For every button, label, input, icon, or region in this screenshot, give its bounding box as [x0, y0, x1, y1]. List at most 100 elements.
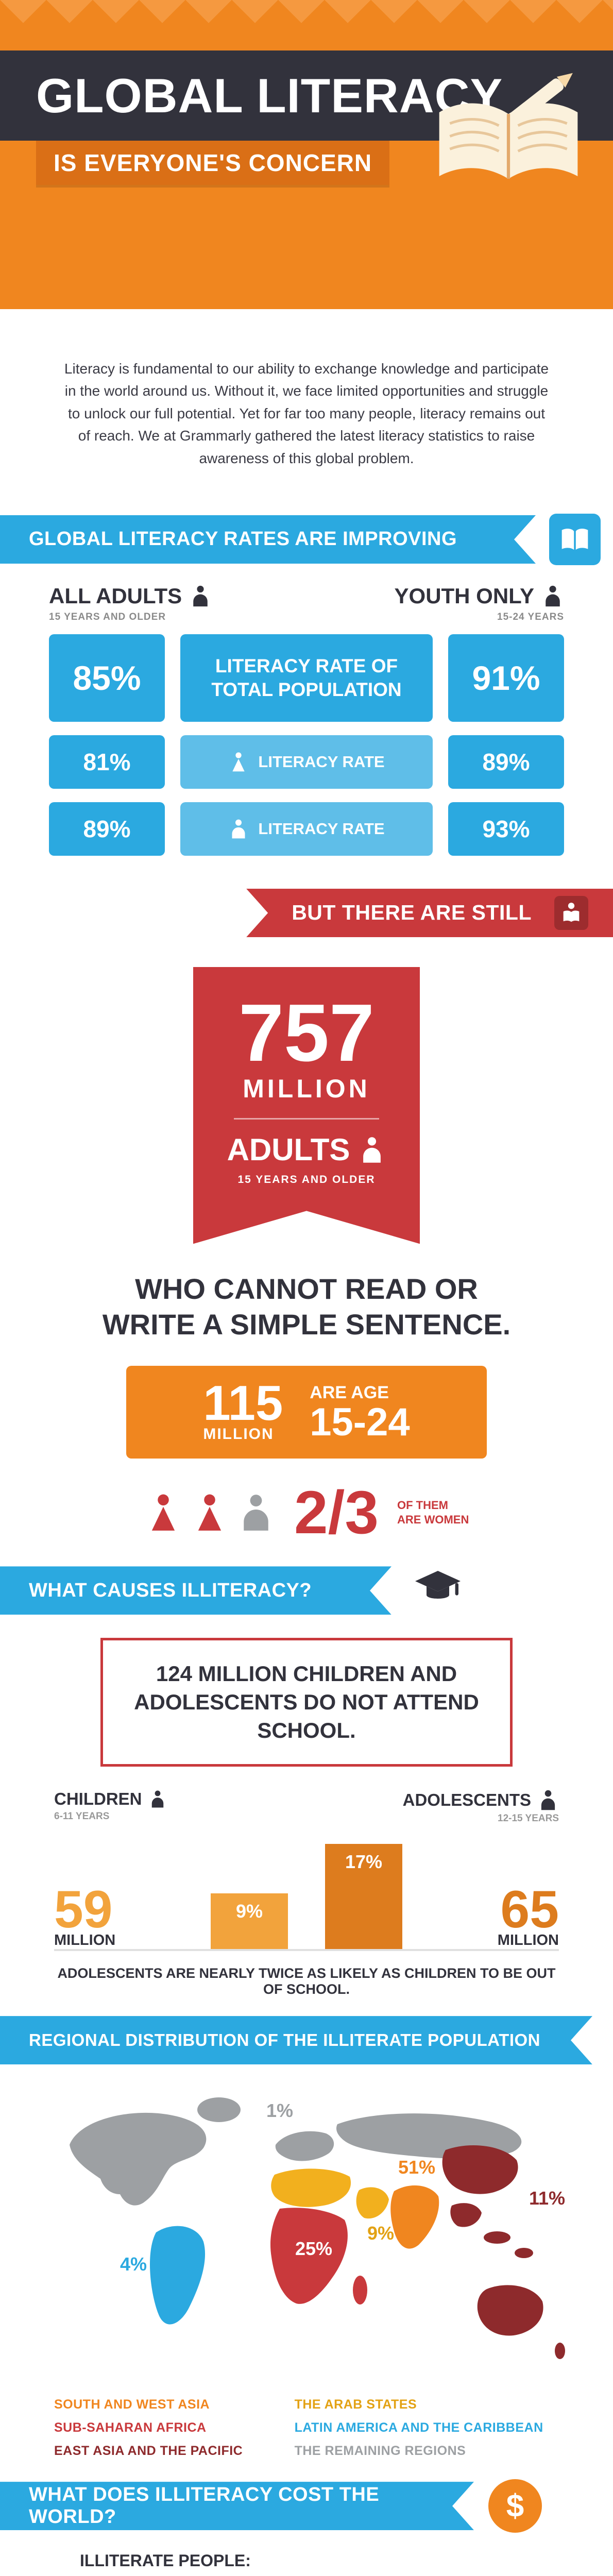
- map-label-south-west-asia: 51%: [398, 2157, 435, 2178]
- total-rate-youth: 91%: [448, 634, 564, 722]
- rates-heads: ALL ADULTS 15 YEARS AND OLDER YOUTH ONLY…: [49, 584, 564, 623]
- section-banner-row-regions: REGIONAL DISTRIBUTION OF THE ILLITERATE …: [0, 2016, 613, 2064]
- man-icon: [236, 1491, 276, 1534]
- woman-icon: [144, 1491, 183, 1534]
- banner-text: BUT THERE ARE STILL: [292, 901, 532, 925]
- total-rate-label: LITERACY RATE OF TOTAL POPULATION: [180, 634, 433, 722]
- all-adults-label: ALL ADULTS: [49, 583, 182, 608]
- youth-only-head: YOUTH ONLY 15-24 YEARS: [395, 584, 564, 623]
- person-icon: [189, 585, 212, 607]
- female-rate-youth: 89%: [448, 735, 564, 789]
- adolescents-count: 65: [500, 1880, 559, 1939]
- male-rate-youth: 93%: [448, 802, 564, 856]
- adolescents-bar: 17%: [325, 1844, 402, 1950]
- section-banner-but-there-are-still: BUT THERE ARE STILL: [246, 888, 613, 937]
- person-icon: [537, 1789, 559, 1811]
- youth-only-label: YOUTH ONLY: [394, 583, 534, 608]
- dollar-glyph: $: [506, 2488, 524, 2524]
- map-label-east-asia: 11%: [529, 2188, 565, 2209]
- banner-text: REGIONAL DISTRIBUTION OF THE ILLITERATE …: [29, 2030, 540, 2050]
- all-adults-sub: 15 YEARS AND OLDER: [49, 611, 166, 622]
- legend-east-asia-pacific: EAST ASIA AND THE PACIFIC: [54, 2444, 243, 2459]
- cost-block: ILLITERATE PEOPLE: EARN UP TO 42% LESS T…: [80, 2551, 533, 2576]
- title-band: GLOBAL LITERACY: [0, 50, 613, 141]
- divider: [234, 1118, 379, 1120]
- women-fraction-label: OF THEM ARE WOMEN: [397, 1498, 469, 1527]
- reader-icon: [554, 895, 588, 930]
- section-banner-row-rates: GLOBAL LITERACY RATES ARE IMPROVING: [0, 513, 613, 565]
- adolescents-side: ADOLESCENTS 12-15 YEARS 65 MILLION: [403, 1789, 559, 1949]
- page-title: GLOBAL LITERACY: [36, 68, 503, 123]
- youth-illiterate-box: 115 MILLION ARE AGE 15-24: [126, 1365, 487, 1459]
- children-count: 59: [54, 1880, 113, 1939]
- map-label-remaining: 1%: [266, 2100, 293, 2121]
- children-label: CHILDREN: [54, 1789, 142, 1809]
- women-share-row: 2/3 OF THEM ARE WOMEN: [0, 1482, 613, 1543]
- banner-text: WHAT DOES ILLITERACY COST THE WORLD?: [29, 2484, 380, 2528]
- children-sub: 6-11 YEARS: [54, 1811, 110, 1822]
- male-rate-adults: 89%: [49, 802, 165, 856]
- woman-icon: [190, 1491, 229, 1534]
- header: GLOBAL LITERACY IS EVERYONE'S CONCERN: [0, 0, 613, 309]
- legend-south-west-asia: SOUTH AND WEST ASIA: [54, 2397, 210, 2412]
- person-icon: [541, 585, 564, 607]
- section-banner-row-causes: WHAT CAUSES ILLITERACY?: [0, 1566, 613, 1615]
- youth-illiterate-unit: MILLION: [203, 1426, 274, 1443]
- rates-grid: 85% LITERACY RATE OF TOTAL POPULATION 91…: [49, 634, 564, 856]
- youth-age-lead: ARE AGE: [310, 1382, 389, 1402]
- total-rate-adults: 85%: [49, 634, 165, 722]
- chart-caption: ADOLESCENTS ARE NEARLY TWICE AS LIKELY A…: [57, 1965, 556, 1997]
- illiterate-adults-number: 757: [239, 987, 374, 1078]
- children-bar-pct: 9%: [235, 1901, 263, 1922]
- child-icon: [148, 1790, 167, 1808]
- map-label-arab-states: 9%: [367, 2223, 394, 2244]
- illiterate-adults-flag: 757 MILLION ADULTS 15 YEARS AND OLDER: [193, 967, 420, 1244]
- cannot-read-statement: WHO CANNOT READ OR WRITE A SIMPLE SENTEN…: [102, 1273, 511, 1341]
- male-icon: [228, 819, 249, 839]
- intro-paragraph: Literacy is fundamental to our ability t…: [64, 361, 549, 466]
- section-banner-regions: REGIONAL DISTRIBUTION OF THE ILLITERATE …: [0, 2016, 592, 2064]
- children-count-unit: MILLION: [54, 1932, 116, 1949]
- map-legend: SOUTH AND WEST ASIA SUB-SAHARAN AFRICA E…: [54, 2397, 559, 2459]
- women-fraction: 2/3: [294, 1479, 379, 1547]
- banner-text: WHAT CAUSES ILLITERACY?: [29, 1579, 312, 1601]
- map-label-latin-america: 4%: [120, 2253, 147, 2275]
- page-subtitle: IS EVERYONE'S CONCERN: [36, 141, 390, 185]
- children-side: CHILDREN 6-11 YEARS 59 MILLION: [54, 1789, 183, 1949]
- zigzag-pattern: [0, 0, 613, 46]
- female-rate-adults: 81%: [49, 735, 165, 789]
- adolescents-sub: 12-15 YEARS: [498, 1813, 559, 1824]
- youth-age-range: 15-24: [310, 1400, 410, 1444]
- legend-latin-america: LATIN AMERICA AND THE CARIBBEAN: [294, 2420, 543, 2435]
- youth-illiterate-number: 115: [203, 1375, 283, 1431]
- person-icon: [358, 1136, 386, 1164]
- male-rate-box: LITERACY RATE: [180, 802, 433, 856]
- graduation-cap-icon: [407, 1566, 469, 1615]
- people-icons: [144, 1491, 276, 1534]
- world-map: 1% 51% 11% 25% 9% 4%: [33, 2083, 580, 2392]
- adolescents-label: ADOLESCENTS: [402, 1790, 531, 1810]
- adolescents-count-unit: MILLION: [497, 1932, 559, 1949]
- cost-lead: ILLITERATE PEOPLE:: [80, 2551, 251, 2570]
- section-banner-row-cost: WHAT DOES ILLITERACY COST THE WORLD? $: [0, 2479, 613, 2533]
- female-rate-box: LITERACY RATE: [180, 735, 433, 789]
- legend-remaining-regions: THE REMAINING REGIONS: [294, 2444, 466, 2459]
- youth-only-sub: 15-24 YEARS: [497, 611, 564, 622]
- open-book-icon: [549, 513, 601, 565]
- section-banner-global-rates: GLOBAL LITERACY RATES ARE IMPROVING: [0, 515, 536, 564]
- open-book-pencil-icon: [439, 73, 578, 179]
- female-rate-label: LITERACY RATE: [258, 752, 385, 771]
- section-banner-cost: WHAT DOES ILLITERACY COST THE WORLD?: [0, 2482, 474, 2530]
- all-adults-head: ALL ADULTS 15 YEARS AND OLDER: [49, 584, 212, 623]
- female-icon: [228, 752, 249, 772]
- illiterate-adults-unit: MILLION: [243, 1074, 370, 1104]
- legend-arab-states: THE ARAB STATES: [294, 2397, 417, 2412]
- world-map-svg: 1% 51% 11% 25% 9% 4%: [70, 2097, 565, 2360]
- banner-text: GLOBAL LITERACY RATES ARE IMPROVING: [29, 528, 457, 550]
- map-label-sub-saharan: 25%: [295, 2238, 332, 2259]
- male-rate-label: LITERACY RATE: [258, 819, 385, 838]
- dollar-circle-icon: $: [488, 2479, 542, 2533]
- illiterate-adults-label: ADULTS: [227, 1132, 350, 1167]
- children-bar: 9%: [211, 1893, 288, 1950]
